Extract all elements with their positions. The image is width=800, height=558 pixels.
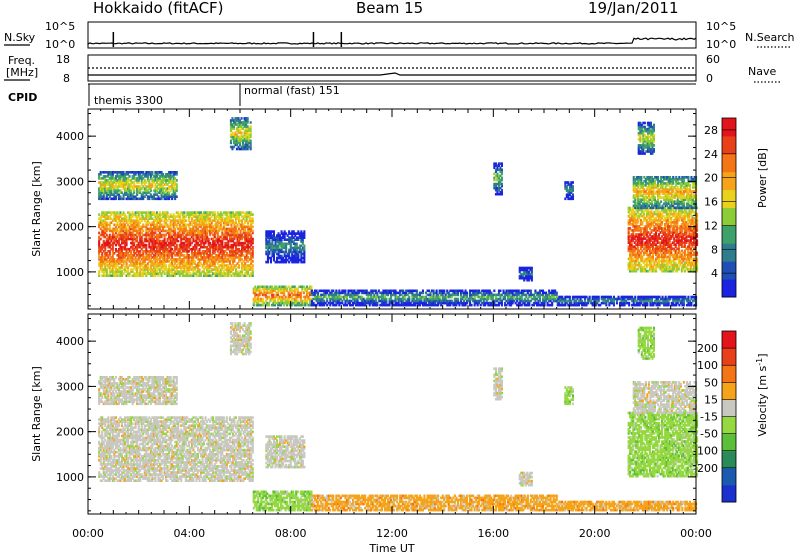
nsearch-tick-bottom: 10^0 [706, 38, 736, 51]
echo-cell [177, 240, 179, 243]
cpid-row: CPID themis 3300 normal (fast) 151 [8, 84, 696, 107]
echo-cell [530, 290, 532, 293]
echo-cell [303, 230, 305, 233]
echo-cell [408, 296, 410, 299]
echo-cell [436, 290, 438, 293]
echo-cell [176, 183, 178, 186]
echo-cell [501, 177, 503, 180]
echo-cell [176, 244, 178, 247]
nsky-label: N.Sky [4, 31, 36, 44]
nsearch-tick-top: 10^5 [706, 20, 736, 33]
echo-cell [176, 195, 178, 198]
echo-cell [145, 244, 147, 247]
echo-cell [501, 162, 503, 165]
nave-tick-top: 60 [706, 53, 720, 66]
echo-cell [238, 264, 240, 267]
echo-cell [422, 290, 424, 293]
echo-cell [501, 169, 503, 172]
cpid-segment-themis: themis 3300 [94, 94, 163, 107]
nsearch-label: N.Search [745, 31, 795, 44]
echo-cell [466, 292, 468, 295]
echo-cell [252, 217, 254, 220]
cpid-segment-normal: normal (fast) 151 [244, 84, 340, 97]
date-title: 19/Jan/2011 [588, 0, 679, 17]
echo-cell [199, 268, 201, 271]
echo-cell [303, 245, 305, 248]
echo-cell [241, 117, 243, 120]
echo-cell [572, 193, 574, 196]
echo-cell [252, 230, 254, 233]
echo-cell [572, 181, 574, 184]
nsky-frame [88, 22, 696, 48]
freq-tick-top: 18 [56, 53, 70, 66]
freq-tick-bottom: 8 [63, 72, 70, 85]
echo-cell [262, 298, 264, 301]
nsky-tick-bottom: 10^0 [45, 38, 75, 51]
echo-cell [176, 171, 178, 174]
power-echo-cells [98, 117, 698, 306]
echo-cell [296, 243, 298, 246]
echo-cell [531, 267, 533, 270]
nsky-panel: N.Sky 10^5 10^0 10^5 10^0 N.Search [4, 20, 795, 51]
echo-cell [501, 183, 503, 186]
echo-cell [252, 246, 254, 249]
echo-cell [252, 260, 254, 263]
echo-cell [273, 230, 275, 233]
freq-trace [88, 73, 696, 75]
echo-cell [501, 189, 503, 192]
nsky-tick-top: 10^5 [45, 20, 75, 33]
echo-cell [499, 290, 501, 293]
station-title: Hokkaido (fitACF) [93, 0, 224, 17]
echo-cell [100, 238, 102, 241]
echo-cell [176, 179, 178, 182]
echo-cell [572, 185, 574, 188]
echo-cell [214, 211, 216, 214]
echo-cell [443, 290, 445, 293]
echo-cell [250, 140, 252, 143]
echo-cell [457, 298, 459, 301]
echo-cell [252, 213, 254, 216]
echo-cell [385, 298, 387, 301]
echo-cell [252, 238, 254, 241]
echo-cell [208, 238, 210, 241]
nave-label: Nave [748, 65, 776, 78]
echo-cell [126, 215, 128, 218]
echo-cell [416, 290, 418, 293]
nsky-trace [88, 38, 696, 45]
nave-tick-bottom: 0 [706, 72, 713, 85]
echo-cell [167, 211, 169, 214]
echo-cell [556, 292, 558, 295]
beam-title: Beam 15 [356, 0, 423, 17]
cpid-label: CPID [8, 91, 37, 104]
freq-unit: [MHz] [6, 66, 38, 79]
echo-cell [250, 121, 252, 124]
echo-cell [252, 264, 254, 267]
echo-cell [185, 219, 187, 222]
echo-cell [471, 304, 473, 307]
echo-cell [151, 171, 153, 174]
freq-panel: Freq. [MHz] 18 8 60 0 Nave [4, 53, 780, 85]
echo-cell [247, 117, 249, 120]
echo-cell [250, 125, 252, 128]
echo-cell [142, 230, 144, 233]
echo-cell [344, 290, 346, 293]
echo-cell [194, 260, 196, 263]
echo-cell [493, 290, 495, 293]
echo-cell [165, 264, 167, 267]
echo-cell [129, 175, 131, 178]
echo-cell [252, 226, 254, 229]
echo-cell [183, 211, 185, 214]
echo-cell [310, 286, 312, 289]
echo-cell [241, 131, 243, 134]
